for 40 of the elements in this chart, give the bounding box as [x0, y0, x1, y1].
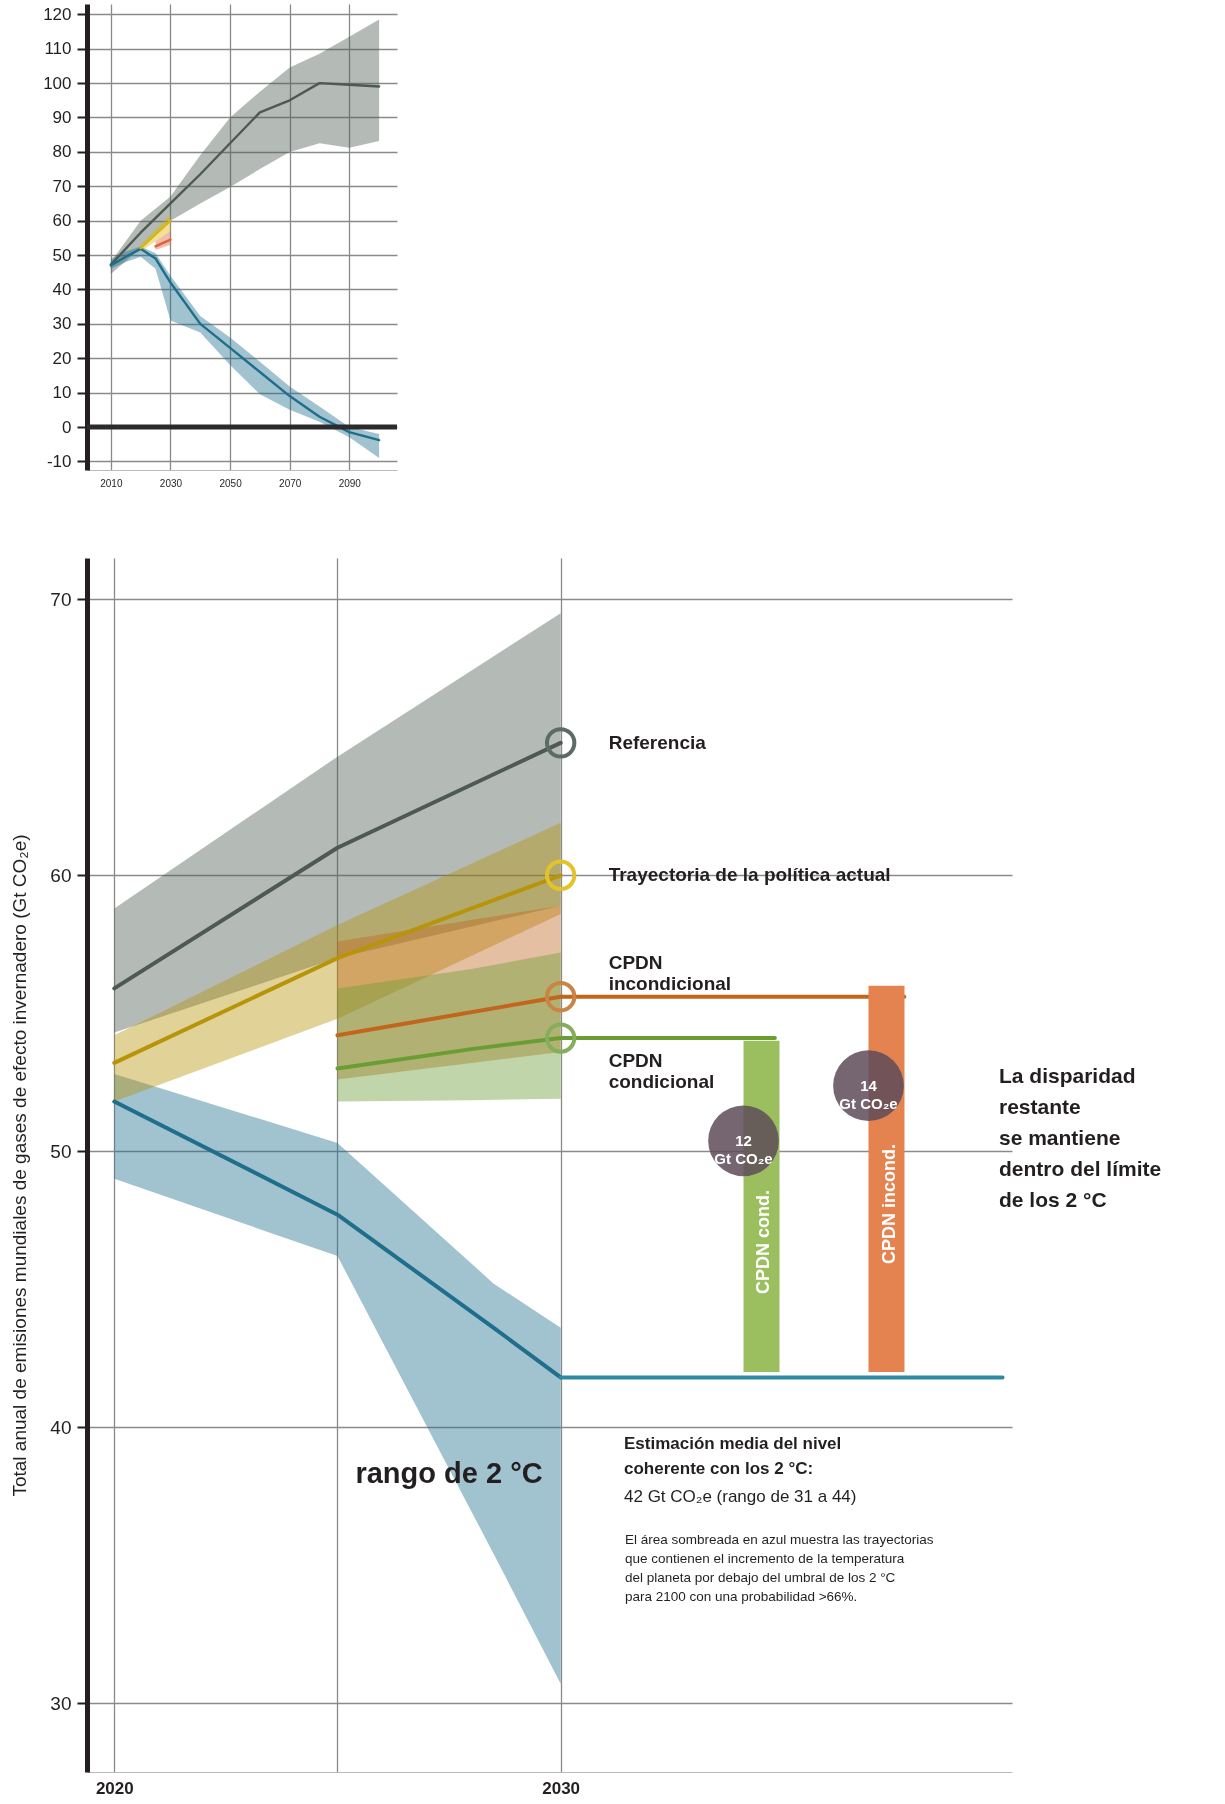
y-tick-label: 30	[50, 1692, 72, 1714]
annotation: rango de 2 °C	[355, 1457, 543, 1490]
y-tick-label: 100	[43, 73, 72, 93]
x-tick-label: 2090	[338, 477, 362, 489]
x-tick-label: 2020	[95, 1778, 134, 1798]
y-tick-label: 120	[43, 4, 72, 24]
data-label: 12 Gt CO₂e	[714, 1131, 773, 1167]
text: CPDN condicional	[608, 1050, 715, 1093]
text: Trayectoria de la política actual	[608, 864, 891, 886]
y-tick-label: 30	[52, 314, 72, 334]
y-tick-label: 70	[52, 176, 72, 196]
y-tick-label: 70	[50, 588, 72, 610]
annotation: La disparidad restante se mantiene dentro del límite de los 2 °C	[999, 1064, 1162, 1211]
y-tick-label: 110	[44, 39, 72, 59]
y-tick-label: 20	[52, 348, 72, 368]
annotation: 42 Gt CO₂e (rango de 31 a 44)	[624, 1487, 857, 1506]
text: Referencia	[608, 731, 707, 753]
y-axis-title: Total anual de emisiones mundiales de gases de efecto invernadero (Gt CO₂e)	[9, 834, 31, 1497]
y-tick-label: 80	[52, 142, 72, 162]
x-tick-label: 2030	[159, 477, 183, 489]
y-tick-label: 50	[52, 245, 72, 265]
y-tick-label: 90	[52, 107, 72, 127]
x-tick-label: 2070	[279, 477, 302, 489]
x-tick-label: 2010	[100, 477, 123, 489]
annotation: Estimación media del nivel coherente con los 2 °C:	[624, 1434, 842, 1478]
y-tick-label: 50	[50, 1140, 72, 1162]
y-tick-label: 60	[52, 211, 72, 231]
y-tick-label: 0	[62, 417, 72, 437]
y-tick-label: 10	[52, 383, 72, 403]
annotation: CPDN cond.	[753, 1189, 773, 1295]
y-tick-label: -10	[46, 451, 72, 471]
text: CPDN incondicional	[608, 951, 732, 994]
x-tick-label: 2050	[219, 477, 243, 489]
y-tick-label: 40	[50, 1416, 72, 1438]
data-label: 14 Gt CO₂e	[839, 1076, 898, 1112]
y-tick-label: 60	[50, 864, 72, 886]
y-tick-label: 40	[52, 279, 72, 299]
annotation: El área sombreada en azul muestra las trayectorias que contienen el incremento de la temperatura del planeta por debajo del umbral de los 2 °C para 2100 con una probabilidad >66%.	[625, 1532, 934, 1604]
x-tick-label: 2030	[542, 1778, 581, 1798]
annotation: CPDN incond.	[879, 1144, 899, 1264]
